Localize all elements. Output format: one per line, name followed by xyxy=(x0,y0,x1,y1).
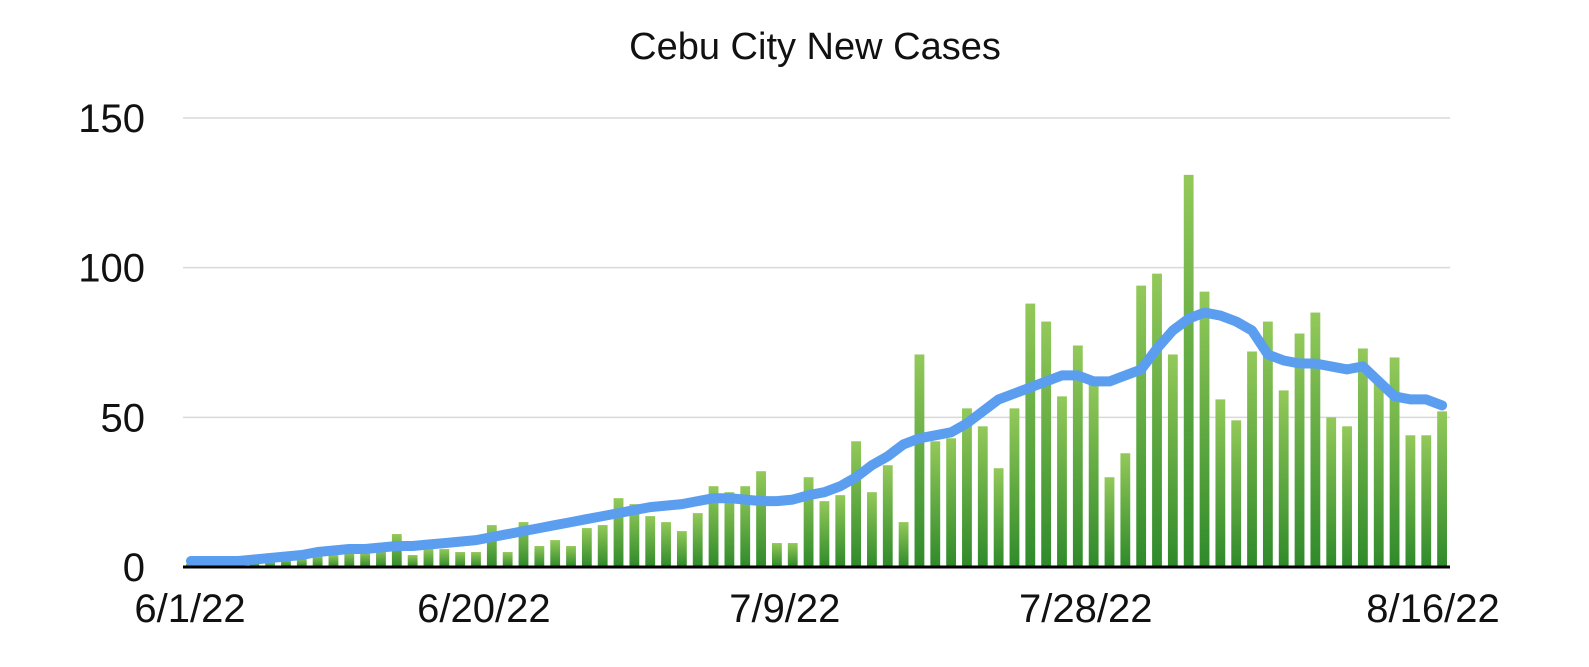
bar xyxy=(1152,273,1162,567)
bar xyxy=(708,486,719,567)
bar xyxy=(344,552,355,567)
bar xyxy=(1231,420,1242,567)
bar xyxy=(629,504,640,567)
bar xyxy=(803,477,814,567)
bar-series xyxy=(186,174,1447,567)
bar xyxy=(376,549,386,567)
bar xyxy=(1104,477,1115,567)
bar xyxy=(835,495,846,567)
bar xyxy=(1088,378,1099,567)
bar xyxy=(851,441,862,567)
axes: 0 50 100 150 6/1/22 6/20/22 7/9/22 7/28/22 8/16/… xyxy=(78,97,1499,631)
series-line xyxy=(185,307,1448,566)
bar xyxy=(946,438,957,567)
bar xyxy=(771,543,782,567)
moving-average-series xyxy=(185,307,1448,566)
grid-lines xyxy=(183,117,1450,419)
bar xyxy=(1025,303,1036,567)
bar xyxy=(328,555,339,567)
bar xyxy=(962,408,972,567)
bar xyxy=(502,552,513,567)
bar xyxy=(756,471,766,567)
bar xyxy=(819,501,830,567)
y-tick-label: 50 xyxy=(101,396,146,440)
bar xyxy=(914,354,925,567)
y-tick-label: 100 xyxy=(78,247,145,291)
bar xyxy=(312,555,323,567)
bar xyxy=(1183,174,1194,567)
bar xyxy=(692,513,703,567)
bar xyxy=(898,522,909,567)
bar xyxy=(1405,435,1416,567)
chart-title: Cebu City New Cases xyxy=(629,26,1001,68)
bar xyxy=(1041,321,1052,567)
bar xyxy=(1167,354,1178,567)
bar xyxy=(993,468,1004,567)
bar xyxy=(645,516,656,567)
bar xyxy=(882,465,893,567)
x-tick-label: 8/16/22 xyxy=(1366,587,1499,631)
bar xyxy=(1294,333,1305,567)
bar xyxy=(1199,291,1210,567)
y-tick-label: 150 xyxy=(78,97,145,141)
bar xyxy=(597,525,608,567)
bar xyxy=(661,522,671,567)
bar xyxy=(787,543,798,567)
bar xyxy=(1437,411,1447,567)
y-tick-label: 0 xyxy=(123,546,145,590)
bar xyxy=(1136,285,1147,567)
bar xyxy=(676,531,687,567)
bar xyxy=(1072,345,1083,567)
bar xyxy=(1247,351,1257,567)
bar xyxy=(1009,408,1020,567)
bar xyxy=(1357,348,1368,567)
x-tick-label: 7/28/22 xyxy=(1019,587,1152,631)
bar xyxy=(1421,435,1432,567)
bar xyxy=(423,549,434,567)
bar xyxy=(1373,381,1384,567)
bar xyxy=(534,546,545,567)
bar xyxy=(439,549,450,567)
bar xyxy=(455,552,466,567)
bar xyxy=(360,552,371,567)
bar xyxy=(1262,321,1273,567)
bar xyxy=(486,525,497,567)
bar xyxy=(724,492,735,567)
bar xyxy=(1389,357,1400,567)
bar xyxy=(1278,390,1289,567)
bar xyxy=(1057,396,1067,567)
bar xyxy=(740,486,751,567)
bar xyxy=(296,558,307,567)
bar xyxy=(1326,417,1337,567)
bar xyxy=(581,528,592,567)
bar xyxy=(1215,399,1226,567)
bar xyxy=(1120,453,1131,567)
bar xyxy=(1310,312,1321,567)
bar xyxy=(977,426,988,567)
bar xyxy=(265,561,276,567)
bar xyxy=(867,492,877,567)
bar xyxy=(930,441,941,567)
x-tick-label: 6/1/22 xyxy=(134,587,245,631)
bar xyxy=(471,552,481,567)
bar xyxy=(550,540,561,567)
bar xyxy=(566,546,576,567)
bar xyxy=(281,558,291,567)
bar xyxy=(613,498,624,567)
bar xyxy=(1342,426,1352,567)
bar xyxy=(518,522,529,567)
x-tick-label: 6/20/22 xyxy=(417,587,550,631)
x-tick-label: 7/9/22 xyxy=(729,587,840,631)
bar xyxy=(407,555,418,567)
